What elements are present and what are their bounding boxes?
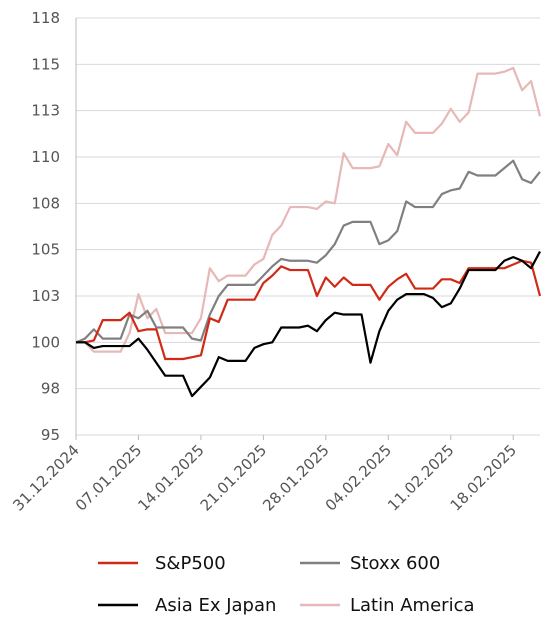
legend-label: S&P500 bbox=[155, 553, 226, 574]
series-line bbox=[76, 259, 542, 361]
y-tick-label: 100 bbox=[31, 333, 60, 351]
y-tick-label: 110 bbox=[31, 148, 60, 166]
series-line bbox=[75, 159, 541, 344]
y-tick-label: 108 bbox=[31, 194, 60, 212]
series-line bbox=[76, 251, 541, 398]
x-tick-label: 07.01.2025 bbox=[72, 441, 145, 514]
y-tick-label: 113 bbox=[31, 102, 60, 120]
y-tick-label: 98 bbox=[41, 380, 60, 398]
y-tick-label: 115 bbox=[31, 55, 60, 73]
x-tick-label: 04.02.2025 bbox=[322, 441, 395, 514]
legend-label: Latin America bbox=[350, 595, 475, 616]
legend-label: Stoxx 600 bbox=[350, 553, 440, 574]
legend-label: Asia Ex Japan bbox=[155, 595, 276, 616]
x-tick-label: 21.01.2025 bbox=[197, 441, 270, 514]
x-tick-label: 28.01.2025 bbox=[259, 441, 332, 514]
y-tick-label: 105 bbox=[31, 241, 60, 259]
x-tick-label: 11.02.2025 bbox=[384, 441, 457, 514]
y-tick-label: 118 bbox=[31, 9, 60, 27]
y-tick-label: 95 bbox=[41, 426, 60, 444]
x-tick-label: 14.01.2025 bbox=[134, 441, 207, 514]
series-line bbox=[76, 66, 542, 353]
y-tick-label: 103 bbox=[31, 287, 60, 305]
x-tick-label: 31.12.2024 bbox=[9, 441, 82, 514]
x-tick-label: 18.02.2025 bbox=[447, 441, 520, 514]
